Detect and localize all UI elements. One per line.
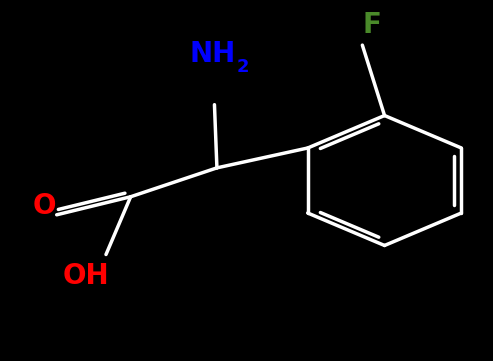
Text: NH: NH [190, 40, 236, 68]
Text: F: F [363, 11, 382, 39]
Text: 2: 2 [237, 58, 249, 76]
Text: OH: OH [63, 262, 109, 290]
Text: O: O [33, 192, 56, 220]
